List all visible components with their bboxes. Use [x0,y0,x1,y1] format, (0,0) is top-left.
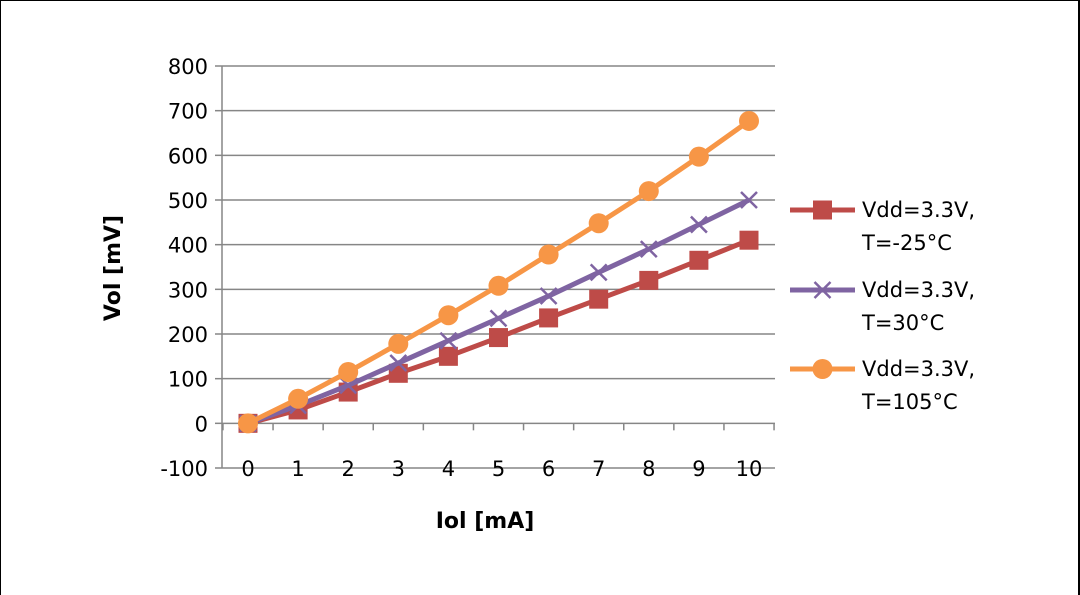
x-tick-label: 7 [592,457,605,481]
x-tick-label: 9 [692,457,705,481]
data-point [689,250,709,270]
x-tick-label: 10 [736,457,763,481]
data-point [588,213,609,234]
legend-label-line2: T=-25°C [861,231,952,255]
x-tick-label: 5 [492,457,505,481]
y-tick-label: 600 [168,144,208,168]
marker-stroke [813,281,832,299]
data-point [690,215,708,234]
y-tick-label: 400 [168,234,208,258]
data-point [739,230,759,250]
data-point [638,181,659,202]
data-point [389,354,408,372]
data-point [589,289,609,309]
y-tick-label: 300 [168,278,208,302]
legend-label-line1: Vdd=3.3V, [862,198,975,222]
y-tick-label: 0 [195,412,208,436]
data-point [338,361,359,382]
data-point [639,270,659,290]
y-axis-title: Vol [mV] [101,215,126,321]
marker-stroke [489,309,508,328]
legend-marker [813,281,832,299]
data-point [489,309,508,328]
x-tick-label: 3 [392,457,405,481]
marker-stroke [639,240,658,259]
data-point [688,146,709,167]
marker-stroke [439,331,458,350]
legend-label-line2: T=105°C [861,390,958,414]
data-point [539,287,558,305]
series-0 [238,230,759,433]
y-tick-label: 700 [168,100,208,124]
data-point [438,305,459,326]
legend-item-1: Vdd=3.3V, T=30°C [790,278,975,335]
data-point [439,331,458,350]
legend-marker [813,200,832,220]
x-tick-label: 4 [442,457,455,481]
y-tick-label: -100 [160,457,208,481]
x-tick-label: 6 [542,457,555,481]
data-point [238,413,258,434]
data-point [739,110,759,131]
legend-label-line2: T=30°C [861,311,944,335]
series-line [247,197,751,426]
legend-item-0: Vdd=3.3V, T=-25°C [790,198,975,255]
x-axis-title: Iol [mA] [436,509,535,534]
y-tick-label: 200 [168,323,208,347]
data-point [388,333,409,354]
y-tick-label: 500 [168,189,208,213]
series-2 [238,110,759,434]
legend-item-2: Vdd=3.3V, T=105°C [790,357,975,414]
x-tick-label: 2 [342,457,355,481]
legend-label-line1: Vdd=3.3V, [862,357,975,381]
series-1 [239,191,758,433]
y-tick-label: 100 [168,368,208,392]
marker-stroke [589,263,608,282]
x-tick-label: 8 [642,457,655,481]
data-point [639,240,658,259]
marker-stroke [539,287,558,305]
data-point [288,388,309,409]
data-point [589,263,608,282]
data-point [488,275,509,296]
x-tick-label: 1 [291,457,304,481]
data-point [438,346,458,366]
data-point [538,244,559,265]
data-point [489,328,508,348]
marker-stroke [690,215,708,234]
axes: -100 0 100 200 300 400 500 600 700 800 0 1 2 3 4 5 6 7 8 9 1… [160,55,775,481]
x-tick-label: 0 [241,457,254,481]
legend: Vdd=3.3V,T=-25°CVdd=3.3V,T=30°CVdd=3.3V,… [790,198,975,414]
marker-stroke [740,191,758,209]
series-group [238,110,759,434]
legend-marker [812,359,833,379]
marker-stroke [389,354,408,372]
data-point [740,191,758,209]
data-point [539,308,559,328]
y-tick-label: 800 [168,55,208,79]
legend-label-line1: Vdd=3.3V, [862,278,975,302]
